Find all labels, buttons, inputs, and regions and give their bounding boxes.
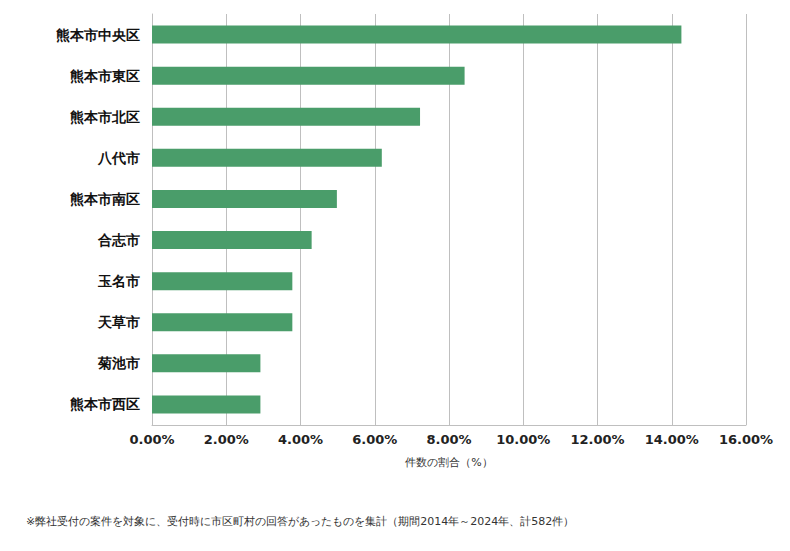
svg-text:件数の割合（%）: 件数の割合（%）: [405, 456, 492, 469]
svg-text:菊池市: 菊池市: [97, 355, 140, 371]
svg-text:16.00%: 16.00%: [719, 432, 773, 447]
svg-text:8.00%: 8.00%: [426, 432, 471, 447]
svg-text:4.00%: 4.00%: [278, 432, 323, 447]
svg-text:6.00%: 6.00%: [352, 432, 397, 447]
svg-text:合志市: 合志市: [97, 232, 140, 248]
svg-text:12.00%: 12.00%: [570, 432, 624, 447]
svg-text:※弊社受付の案件を対象に、受付時に市区町村の回答があったもの: ※弊社受付の案件を対象に、受付時に市区町村の回答があったものを集計（期間2014…: [26, 515, 574, 528]
svg-text:熊本市北区: 熊本市北区: [70, 109, 140, 125]
svg-text:八代市: 八代市: [97, 150, 140, 166]
svg-text:熊本市南区: 熊本市南区: [70, 191, 140, 207]
svg-text:熊本市西区: 熊本市西区: [70, 396, 140, 412]
svg-text:熊本市東区: 熊本市東区: [70, 68, 140, 84]
svg-text:14.00%: 14.00%: [645, 432, 699, 447]
svg-text:玉名市: 玉名市: [97, 273, 140, 289]
svg-text:10.00%: 10.00%: [496, 432, 550, 447]
svg-text:0.00%: 0.00%: [129, 432, 174, 447]
svg-text:熊本市中央区: 熊本市中央区: [56, 27, 140, 43]
svg-text:天草市: 天草市: [97, 314, 140, 330]
svg-text:2.00%: 2.00%: [204, 432, 249, 447]
